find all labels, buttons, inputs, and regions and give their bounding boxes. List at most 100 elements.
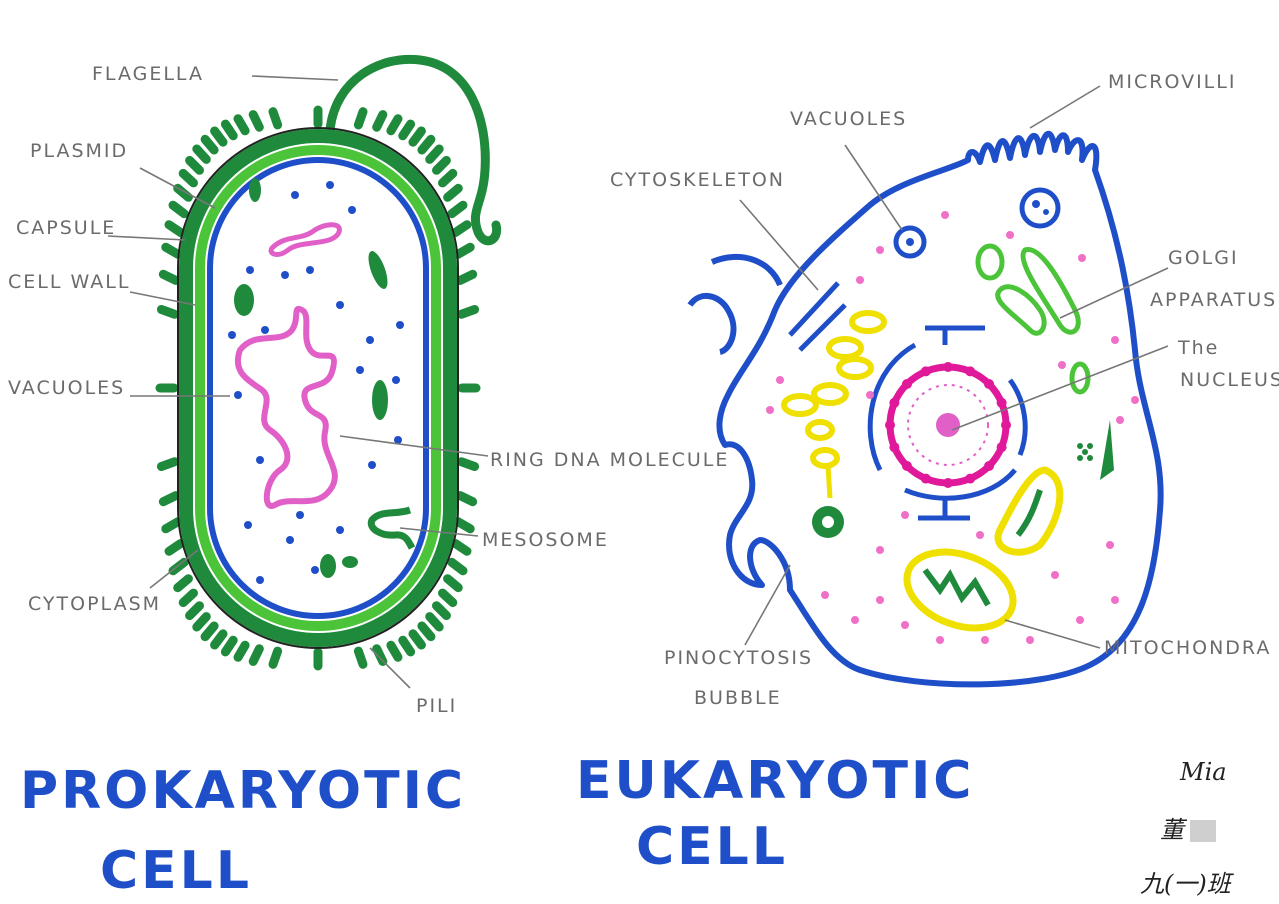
cell-wall-shape	[179, 129, 457, 647]
pilus	[168, 200, 189, 219]
pilus	[455, 269, 478, 285]
signature: Mia 董 九(一)班	[1140, 758, 1235, 898]
pink-dot	[981, 636, 989, 644]
pilus	[425, 612, 444, 632]
nuclear-pore	[984, 379, 994, 389]
cytoplasm-dot	[306, 266, 314, 274]
nuclear-pore	[1001, 420, 1011, 430]
cytoplasm-dot	[336, 526, 344, 534]
plasmid-shape	[268, 222, 342, 257]
titles: PROKARYOTIC CELL EUKARYOTIC CELL	[20, 751, 974, 901]
signature-chinese-name: 董	[1160, 816, 1188, 844]
ring-dna-shape	[235, 306, 338, 509]
vacuole-2-dot-b	[1043, 209, 1049, 215]
cytoplasm-dot	[296, 511, 304, 519]
cytoplasm-dot	[228, 331, 236, 339]
pink-dot	[901, 621, 909, 629]
nuclear-pore	[965, 366, 976, 377]
pilus	[438, 168, 458, 188]
pilus	[386, 114, 403, 136]
cytoplasm-dot	[394, 436, 402, 444]
endoplasmic-reticulum-arc-3	[1007, 378, 1028, 456]
pilus	[386, 640, 403, 662]
pink-dot	[1116, 416, 1124, 424]
capsule-shape	[177, 127, 459, 649]
cytoplasm-dot	[281, 271, 289, 279]
green-inclusion-6	[342, 556, 358, 568]
prokaryotic-title-line2: CELL	[100, 841, 252, 901]
pilus	[173, 574, 193, 593]
cytoplasm-dot	[256, 456, 264, 464]
nuclear-pore	[920, 366, 931, 377]
cytoplasm-dot	[368, 461, 376, 469]
membrane-shape	[195, 145, 441, 631]
signature-blur	[1190, 820, 1216, 842]
label-nucleus-line2: NUCLEUS	[1180, 369, 1279, 391]
pilus	[456, 457, 480, 471]
pilus	[353, 107, 368, 130]
pilus	[200, 621, 219, 642]
nuclear-pore	[902, 379, 912, 389]
pilus	[158, 491, 181, 507]
eukaryotic-title-line1: EUKARYOTIC	[576, 751, 974, 811]
cytoplasm-dot	[256, 576, 264, 584]
pink-dot	[821, 591, 829, 599]
pink-dot	[901, 511, 909, 519]
pink-dot	[851, 616, 859, 624]
label-cytoplasm: CYTOPLASM	[28, 593, 161, 615]
pilus	[161, 517, 183, 534]
pink-dot	[856, 276, 864, 284]
vacuole-1-core	[906, 238, 914, 246]
eukaryote-pink-dots	[766, 211, 1139, 644]
pink-dot	[1078, 254, 1086, 262]
pilus	[210, 629, 228, 650]
vacuole-2	[1019, 187, 1061, 229]
label-cytoskeleton: CYTOSKELETON	[610, 169, 785, 191]
pilus	[456, 305, 480, 319]
cytoplasm-dot	[392, 376, 400, 384]
pink-dot	[766, 406, 774, 414]
pink-dot	[1006, 231, 1014, 239]
golgi-2	[995, 284, 1047, 336]
pilus	[438, 588, 458, 608]
pilus	[447, 557, 468, 576]
label-mitochondria: MITOCHONDRA	[1104, 637, 1271, 659]
cytoplasm-dot	[348, 206, 356, 214]
cytoplasm-dot	[286, 536, 294, 544]
nucleolus	[936, 413, 960, 437]
nuclear-pores	[885, 362, 1011, 488]
pilus	[185, 155, 204, 175]
pilus	[417, 621, 436, 642]
cytoskeleton-line-2	[798, 303, 847, 352]
pseudopod-loop-2	[710, 253, 783, 287]
nuclear-pore	[996, 397, 1007, 408]
label-pili: PILI	[416, 695, 457, 717]
nuclear-pore	[902, 461, 912, 471]
cytoplasm-dots	[228, 181, 404, 584]
flagella-shape	[325, 54, 502, 246]
cytoskeleton-line-1	[788, 281, 840, 337]
pink-dot	[1131, 396, 1139, 404]
signature-name: Mia	[1179, 758, 1227, 786]
nuclear-pore	[943, 362, 953, 372]
label-pinocytosis-line2: BUBBLE	[694, 687, 782, 709]
pink-dot	[876, 596, 884, 604]
golgi-3	[1020, 247, 1081, 335]
pilus	[443, 574, 463, 593]
pilus	[455, 491, 478, 507]
pink-dot	[941, 211, 949, 219]
mitochondrion-2	[903, 548, 1017, 632]
nuclear-pore	[965, 473, 976, 484]
signature-class: 九(一)班	[1140, 870, 1235, 898]
pilus	[408, 126, 426, 147]
mesosome-shape	[367, 506, 416, 550]
yellow-chain	[781, 310, 887, 469]
pilus	[164, 539, 186, 556]
pink-dot	[936, 636, 944, 644]
prokaryotic-title-line1: PROKARYOTIC	[20, 761, 466, 821]
pink-dot	[1106, 541, 1114, 549]
label-flagella: FLAGELLA	[92, 63, 204, 85]
pilus	[200, 134, 219, 155]
centrosome-core	[822, 516, 834, 528]
nuclear-pore	[996, 442, 1007, 453]
